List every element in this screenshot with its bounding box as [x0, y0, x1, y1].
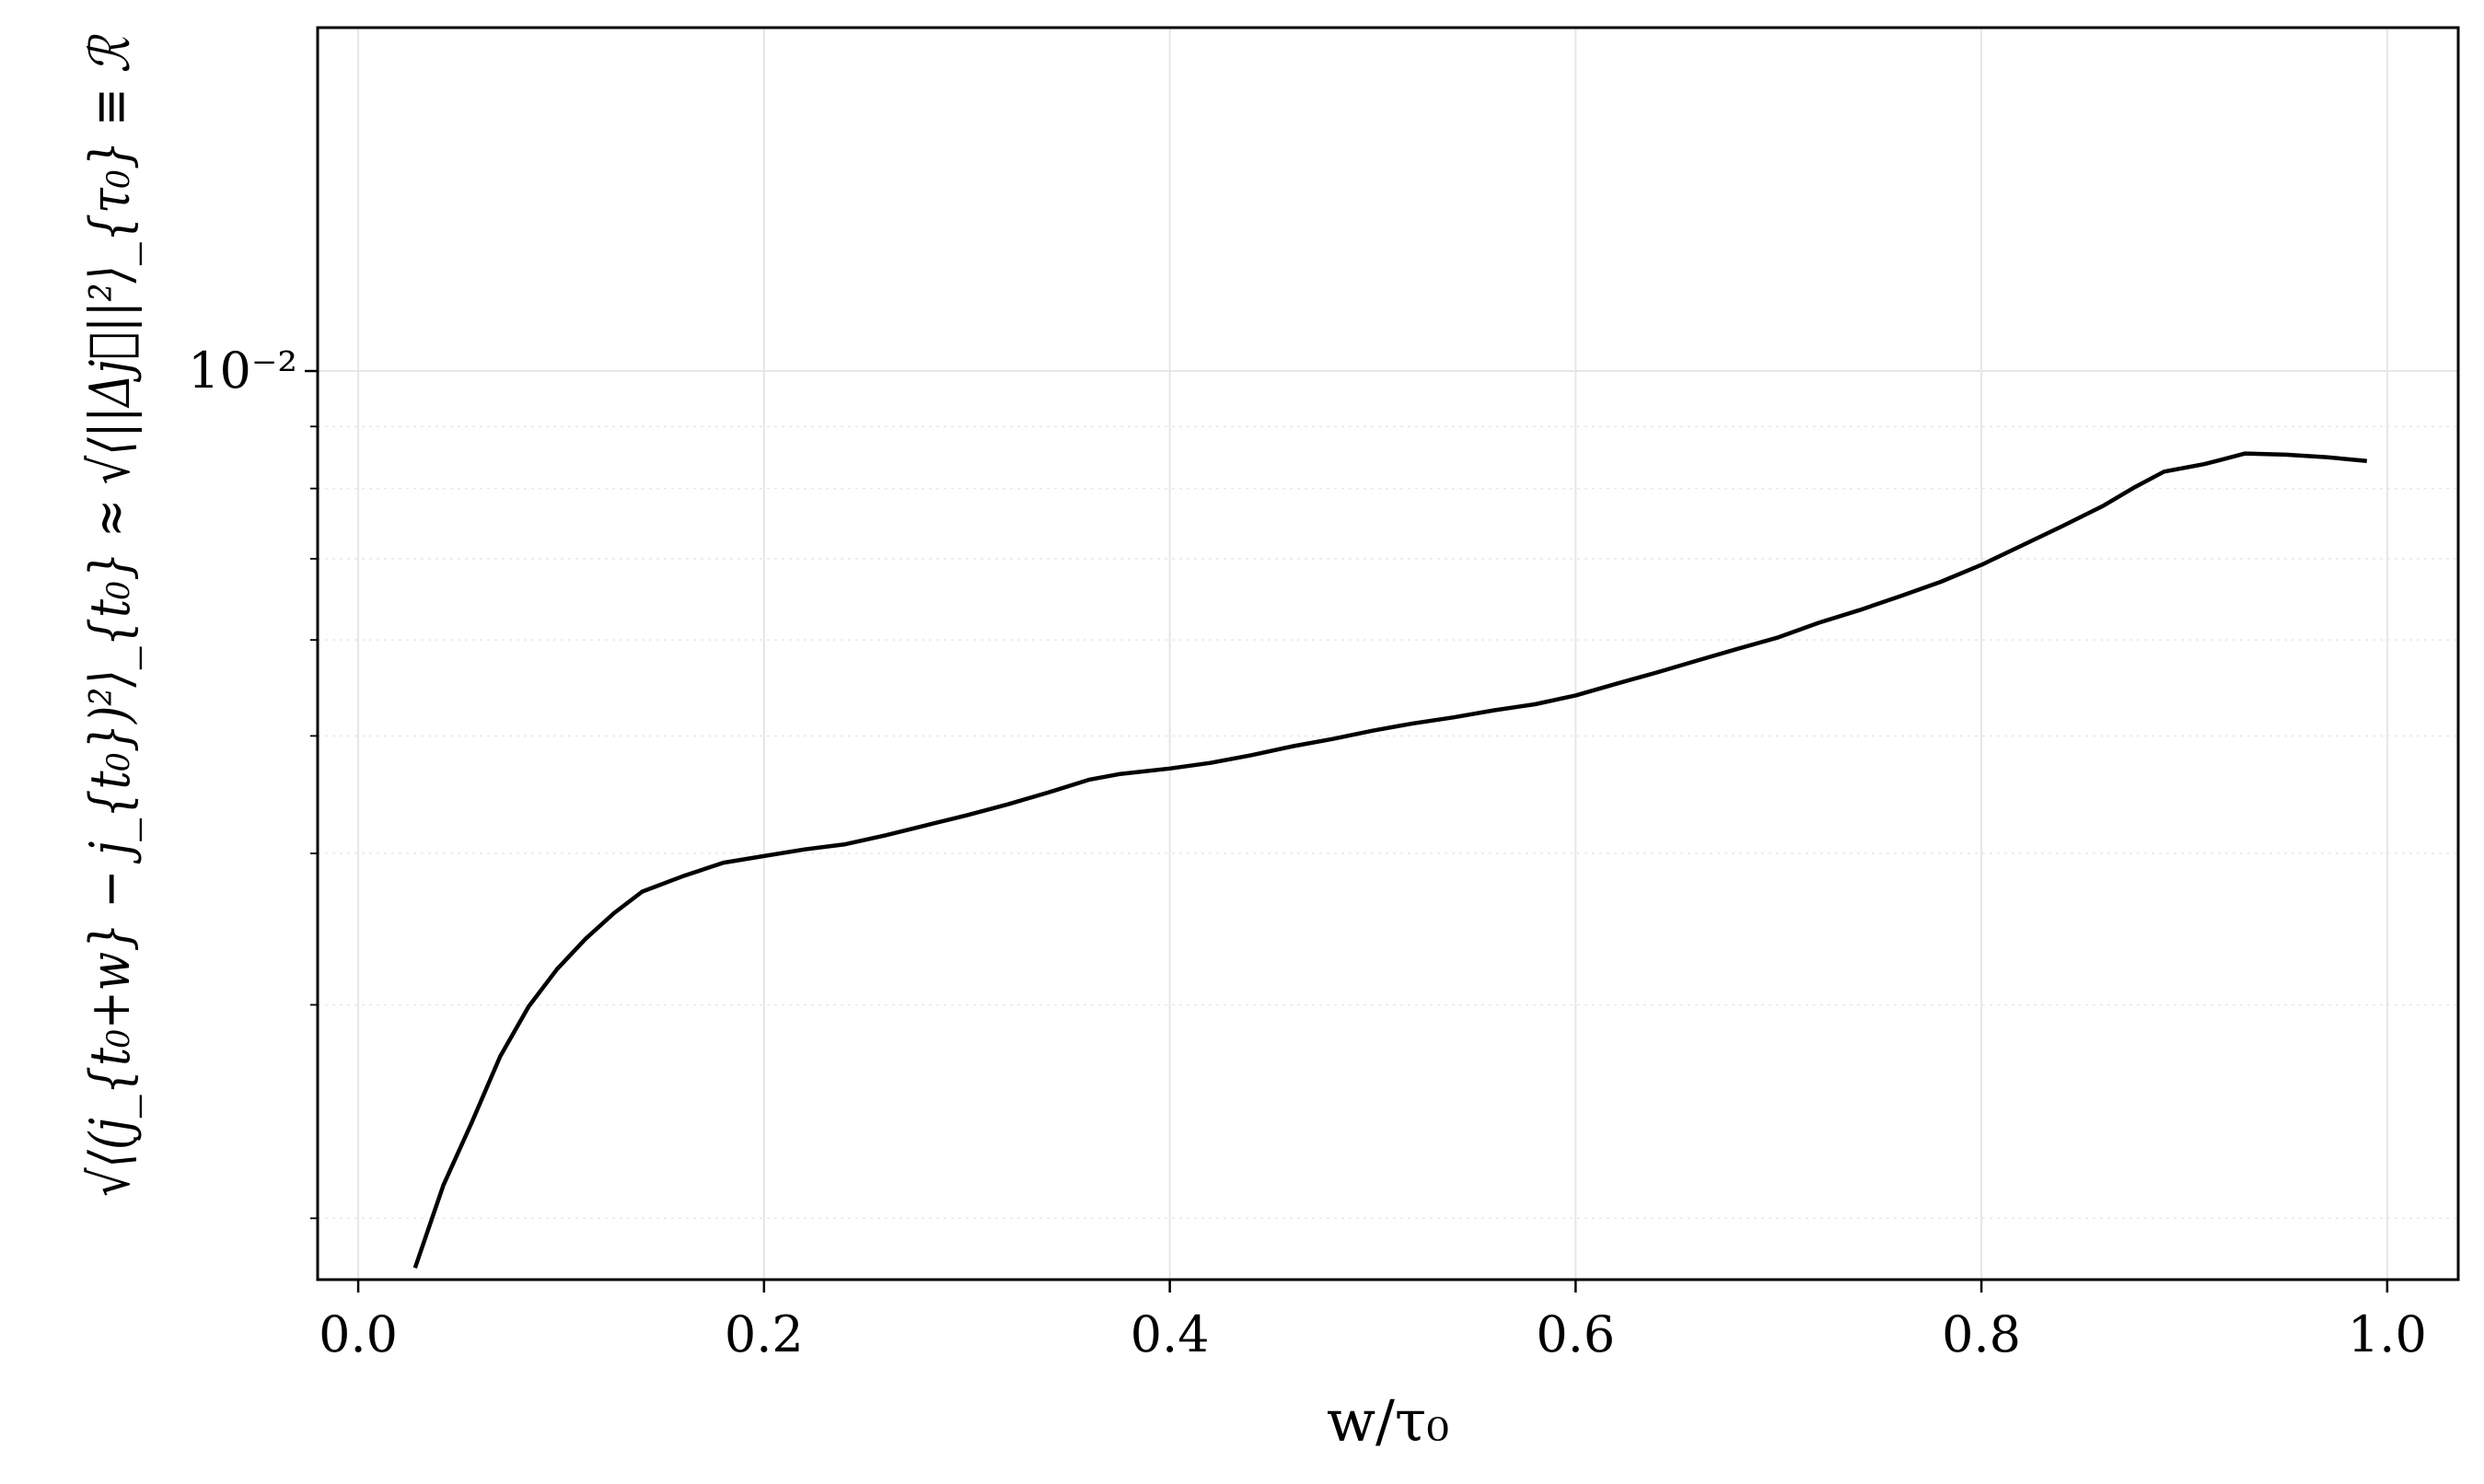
y-axis-label: √⟨(j_{t₀+w} − j_{t₀})²⟩_{t₀} ≈ √⟨||Δj⃗||… — [78, 34, 143, 1197]
plot-frame — [316, 26, 2460, 1281]
x-tick-label: 1.0 — [2348, 1305, 2427, 1363]
x-tick-label: 0.2 — [725, 1305, 804, 1363]
y-tick-label: 10⁻² — [188, 342, 297, 400]
y-axis-ticks: 10⁻² — [188, 342, 318, 1220]
grid-lines — [318, 28, 2458, 1280]
x-tick-label: 0.6 — [1536, 1305, 1615, 1363]
x-axis-ticks: 0.0 0.2 0.4 0.6 0.8 1.0 — [319, 1280, 2427, 1363]
x-tick-label: 0.4 — [1131, 1305, 1210, 1363]
x-tick-label: 0.8 — [1942, 1305, 2021, 1363]
series-group — [412, 451, 2368, 1270]
x-axis-label: w/τ₀ — [1327, 1387, 1449, 1455]
series-line — [412, 451, 2368, 1270]
x-tick-label: 0.0 — [319, 1305, 398, 1363]
